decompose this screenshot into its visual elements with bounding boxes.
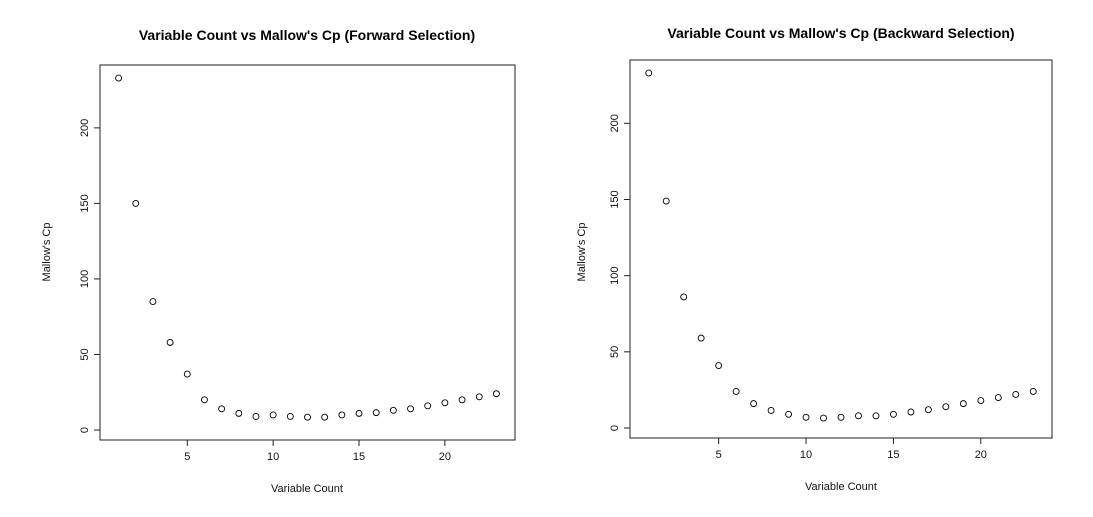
y-tick-label: 0 bbox=[79, 427, 91, 433]
data-point bbox=[645, 69, 653, 77]
data-point bbox=[837, 413, 845, 421]
chart-forward-svg: Variable Count vs Mallow's Cp (Forward S… bbox=[41, 27, 516, 495]
data-point bbox=[218, 405, 226, 413]
data-point bbox=[907, 408, 915, 416]
x-tick-label: 5 bbox=[716, 449, 722, 461]
data-points bbox=[115, 74, 500, 421]
chart-forward-selection: Variable Count vs Mallow's Cp (Forward S… bbox=[0, 0, 540, 517]
data-point bbox=[149, 298, 157, 306]
x-axis-label: Variable Count bbox=[271, 483, 343, 495]
data-point bbox=[977, 397, 985, 405]
data-point bbox=[389, 406, 397, 414]
data-point bbox=[183, 370, 191, 378]
x-tick-label: 20 bbox=[975, 449, 987, 461]
data-point bbox=[235, 409, 243, 417]
x-tick-label: 15 bbox=[887, 449, 899, 461]
data-point bbox=[994, 394, 1002, 401]
data-point bbox=[767, 407, 775, 414]
data-point bbox=[924, 406, 932, 414]
data-point bbox=[1029, 387, 1037, 395]
data-point bbox=[750, 400, 758, 408]
data-point bbox=[1012, 391, 1020, 398]
x-tick-label: 5 bbox=[184, 451, 190, 463]
data-point bbox=[820, 414, 827, 422]
plot-frame bbox=[99, 64, 516, 441]
data-point bbox=[662, 197, 670, 205]
y-tick-label: 0 bbox=[609, 425, 621, 431]
data-point bbox=[321, 413, 329, 421]
data-point bbox=[889, 410, 897, 418]
data-point bbox=[785, 410, 793, 418]
x-tick-label: 10 bbox=[267, 451, 279, 463]
y-tick-label: 200 bbox=[79, 119, 91, 137]
data-point bbox=[942, 403, 950, 411]
data-point bbox=[286, 412, 294, 420]
y-tick-label: 50 bbox=[79, 348, 91, 360]
data-point bbox=[458, 396, 466, 404]
chart-title: Variable Count vs Mallow's Cp (Backward … bbox=[667, 25, 1014, 41]
data-point bbox=[115, 74, 123, 82]
data-point bbox=[355, 409, 363, 417]
data-point bbox=[475, 393, 483, 401]
data-point bbox=[201, 396, 208, 404]
data-points bbox=[645, 69, 1037, 422]
data-point bbox=[492, 390, 500, 398]
y-tick-label: 200 bbox=[609, 114, 621, 132]
y-tick-label: 100 bbox=[609, 266, 621, 284]
data-point bbox=[697, 334, 705, 342]
data-point bbox=[252, 412, 260, 420]
data-point bbox=[304, 413, 311, 421]
data-point bbox=[407, 405, 414, 413]
y-tick-label: 150 bbox=[79, 194, 91, 212]
y-tick-label: 50 bbox=[609, 346, 621, 358]
x-tick-label: 10 bbox=[800, 449, 812, 461]
data-point bbox=[855, 412, 862, 420]
chart-backward-selection: Variable Count vs Mallow's Cp (Backward … bbox=[575, 0, 1093, 517]
plot-frame bbox=[629, 59, 1053, 439]
data-point bbox=[872, 412, 880, 420]
data-point bbox=[424, 402, 432, 410]
x-tick-label: 15 bbox=[353, 451, 365, 463]
y-tick-label: 100 bbox=[79, 270, 91, 288]
data-point bbox=[166, 338, 174, 346]
x-axis-label: Variable Count bbox=[805, 481, 877, 493]
chart-title: Variable Count vs Mallow's Cp (Forward S… bbox=[139, 27, 475, 43]
data-point bbox=[802, 413, 810, 421]
data-point bbox=[732, 387, 740, 395]
data-point bbox=[680, 293, 688, 301]
data-point bbox=[441, 399, 449, 407]
data-point bbox=[959, 400, 967, 408]
data-point bbox=[132, 199, 140, 207]
data-point bbox=[372, 409, 380, 417]
data-point bbox=[715, 362, 723, 369]
data-point bbox=[269, 411, 277, 419]
y-axis-label: Mallow's Cp bbox=[41, 223, 53, 282]
x-tick-label: 20 bbox=[439, 451, 451, 463]
y-axis-label: Mallow's Cp bbox=[576, 223, 588, 282]
chart-backward-svg: Variable Count vs Mallow's Cp (Backward … bbox=[576, 25, 1053, 493]
data-point bbox=[338, 411, 346, 419]
y-tick-label: 150 bbox=[609, 190, 621, 208]
